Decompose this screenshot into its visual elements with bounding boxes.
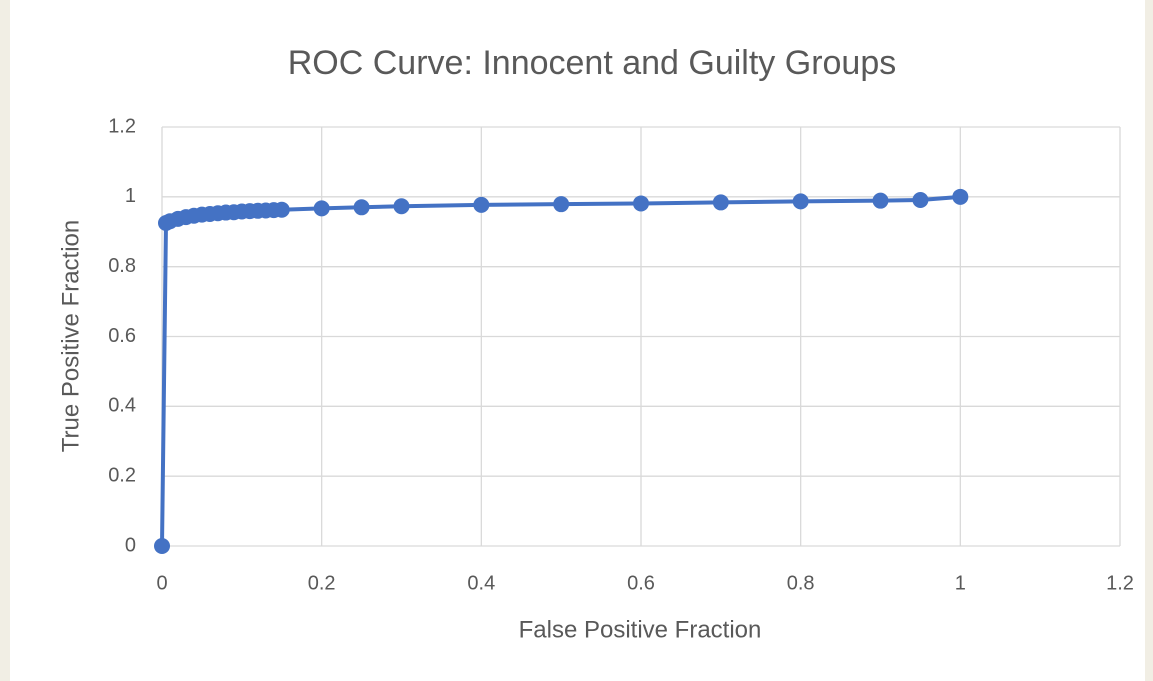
- data-point: [393, 198, 410, 215]
- data-point: [792, 193, 809, 210]
- y-tick-label: 0.8: [108, 255, 136, 277]
- x-tick-label: 0: [156, 572, 167, 594]
- x-tick-label: 0.8: [787, 572, 815, 594]
- y-axis-label: True Positive Fraction: [57, 220, 84, 453]
- x-tick-label: 1: [955, 572, 966, 594]
- y-tick-label: 1: [125, 185, 136, 207]
- data-point: [633, 195, 649, 212]
- data-point: [872, 192, 889, 209]
- x-tick-label: 1.2: [1106, 572, 1134, 594]
- x-axis-label: False Positive Fraction: [519, 616, 762, 643]
- y-tick-label: 0.4: [108, 395, 136, 417]
- x-tick-label: 0.2: [308, 572, 336, 594]
- data-point: [553, 196, 570, 213]
- data-point: [313, 200, 330, 217]
- data-point: [952, 188, 969, 205]
- y-tick-label: 1.2: [108, 115, 136, 137]
- chart-title: ROC Curve: Innocent and Guilty Groups: [288, 44, 897, 82]
- data-point: [473, 196, 490, 213]
- data-point: [154, 538, 170, 554]
- y-tick-label: 0: [125, 534, 136, 556]
- data-point: [273, 201, 290, 218]
- x-tick-label: 0.6: [627, 572, 655, 594]
- x-tick-label: 0.4: [467, 572, 495, 594]
- data-point: [712, 194, 729, 211]
- y-tick-label: 0.2: [108, 464, 136, 486]
- data-point: [912, 191, 929, 208]
- chart-background: [10, 0, 1145, 681]
- data-point: [353, 199, 370, 216]
- y-tick-label: 0.6: [108, 325, 136, 347]
